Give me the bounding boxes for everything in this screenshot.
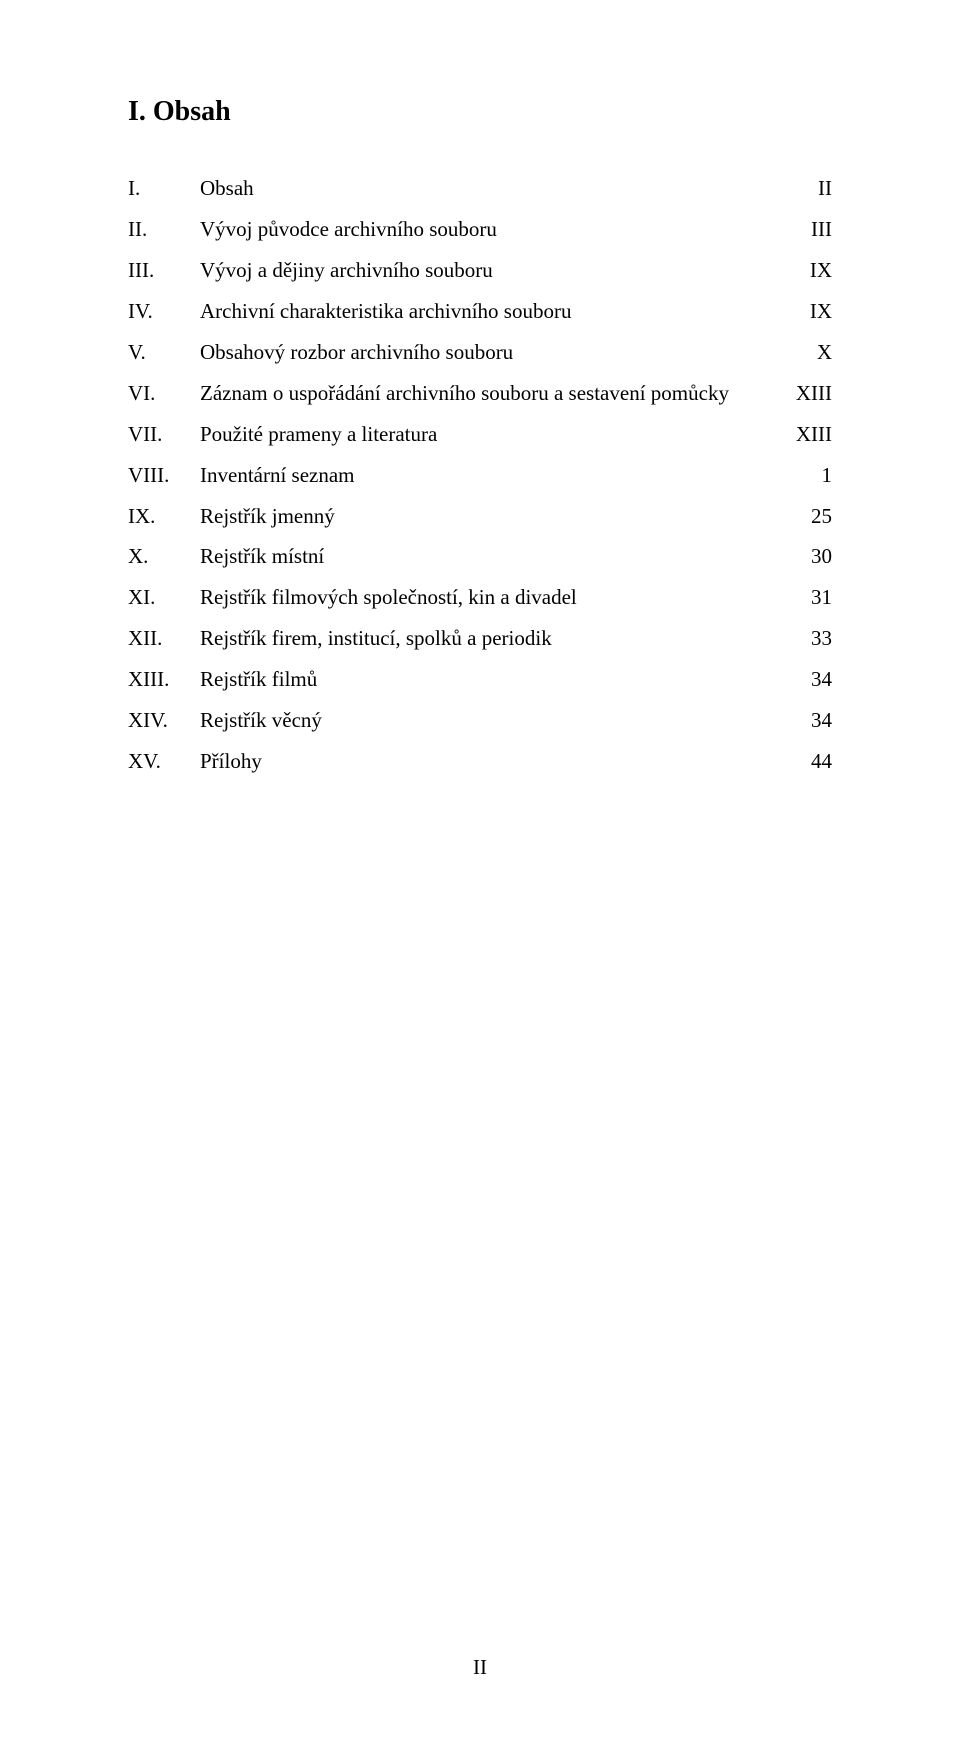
toc-number: II. [128, 209, 200, 250]
toc-title: Obsah [200, 168, 776, 209]
toc-row: III. Vývoj a dějiny archivního souboru I… [128, 250, 832, 291]
toc-title: Obsahový rozbor archivního souboru [200, 332, 776, 373]
toc-page: III [776, 209, 832, 250]
toc-number: XV. [128, 741, 200, 782]
toc-number: V. [128, 332, 200, 373]
toc-row: XIII. Rejstřík filmů 34 [128, 659, 832, 700]
toc-title: Záznam o uspořádání archivního souboru a… [200, 373, 776, 414]
toc-title: Vývoj a dějiny archivního souboru [200, 250, 776, 291]
toc-row: VII. Použité prameny a literatura XIII [128, 414, 832, 455]
toc-number: XIV. [128, 700, 200, 741]
toc-page: 1 [776, 455, 832, 496]
toc-row: VIII. Inventární seznam 1 [128, 455, 832, 496]
toc-page: XIII [776, 414, 832, 455]
toc-title: Rejstřík věcný [200, 700, 776, 741]
toc-page: X [776, 332, 832, 373]
page: I. Obsah I. Obsah II II. Vývoj původce a… [0, 0, 960, 1750]
toc-page: 30 [776, 536, 832, 577]
toc-number: XIII. [128, 659, 200, 700]
toc-number: I. [128, 168, 200, 209]
toc-title: Použité prameny a literatura [200, 414, 776, 455]
toc-row: XI. Rejstřík filmových společností, kin … [128, 577, 832, 618]
toc-number: XI. [128, 577, 200, 618]
table-of-contents: I. Obsah II II. Vývoj původce archivního… [128, 168, 832, 782]
toc-title: Přílohy [200, 741, 776, 782]
toc-title: Rejstřík filmových společností, kin a di… [200, 577, 776, 618]
toc-title: Vývoj původce archivního souboru [200, 209, 776, 250]
toc-number: X. [128, 536, 200, 577]
page-heading: I. Obsah [128, 96, 832, 128]
toc-page: 34 [776, 659, 832, 700]
toc-row: V. Obsahový rozbor archivního souboru X [128, 332, 832, 373]
toc-row: XIV. Rejstřík věcný 34 [128, 700, 832, 741]
toc-row: XII. Rejstřík firem, institucí, spolků a… [128, 618, 832, 659]
toc-page: 44 [776, 741, 832, 782]
toc-page: IX [776, 291, 832, 332]
toc-number: VIII. [128, 455, 200, 496]
toc-title: Rejstřík jmenný [200, 496, 776, 537]
toc-page: XIII [776, 373, 832, 414]
toc-page: 33 [776, 618, 832, 659]
toc-number: VII. [128, 414, 200, 455]
toc-number: IV. [128, 291, 200, 332]
toc-page: IX [776, 250, 832, 291]
toc-row: IV. Archivní charakteristika archivního … [128, 291, 832, 332]
toc-page: 31 [776, 577, 832, 618]
toc-page: 25 [776, 496, 832, 537]
toc-number: III. [128, 250, 200, 291]
toc-row: I. Obsah II [128, 168, 832, 209]
toc-number: XII. [128, 618, 200, 659]
toc-row: II. Vývoj původce archivního souboru III [128, 209, 832, 250]
toc-title: Inventární seznam [200, 455, 776, 496]
toc-row: XV. Přílohy 44 [128, 741, 832, 782]
toc-page: II [776, 168, 832, 209]
toc-title: Rejstřík filmů [200, 659, 776, 700]
page-number-footer: II [0, 1655, 960, 1680]
toc-number: IX. [128, 496, 200, 537]
toc-row: IX. Rejstřík jmenný 25 [128, 496, 832, 537]
toc-page: 34 [776, 700, 832, 741]
toc-title: Archivní charakteristika archivního soub… [200, 291, 776, 332]
toc-title: Rejstřík firem, institucí, spolků a peri… [200, 618, 776, 659]
toc-row: VI. Záznam o uspořádání archivního soubo… [128, 373, 832, 414]
toc-title: Rejstřík místní [200, 536, 776, 577]
toc-number: VI. [128, 373, 200, 414]
toc-row: X. Rejstřík místní 30 [128, 536, 832, 577]
